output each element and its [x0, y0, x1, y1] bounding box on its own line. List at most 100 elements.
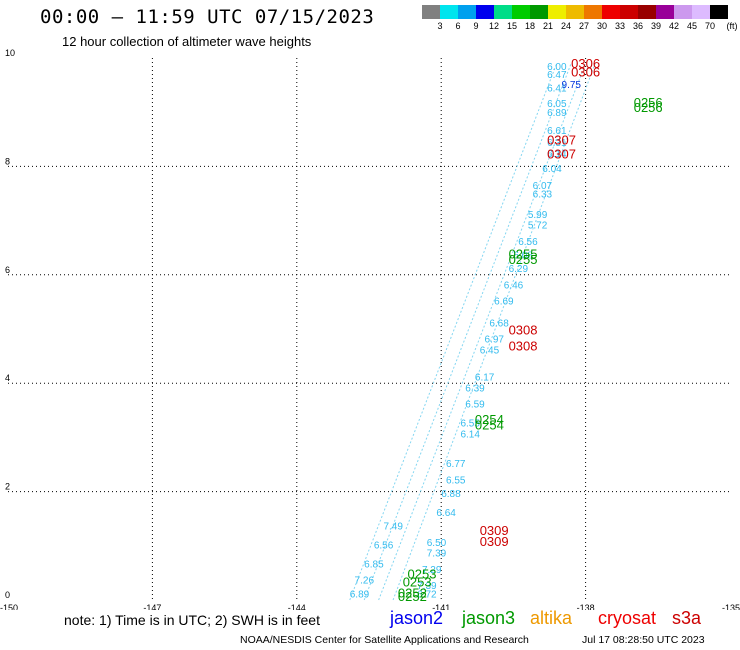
wave-height-value: 7.39 [417, 581, 437, 592]
track-line [363, 63, 572, 601]
color-swatch [440, 5, 458, 19]
wave-height-value: 6.14 [460, 429, 480, 440]
pass-label: 0256 [634, 95, 663, 110]
wave-height-value: 6.72 [417, 589, 437, 600]
legend-jason2: jason2 [390, 608, 444, 628]
color-legend-tick: 36 [632, 21, 644, 31]
wave-height-value: 6.14 [547, 149, 567, 160]
pass-label: 0309 [480, 523, 509, 538]
wave-height-value: 6.55 [446, 475, 466, 486]
generated-timestamp: Jul 17 08:28:50 UTC 2023 [582, 634, 705, 646]
wave-height-value: 6.17 [475, 372, 495, 383]
wave-height-value: 6.89 [350, 589, 370, 600]
pass-label: 0253 [408, 566, 437, 581]
wave-height-value: 6.61 [547, 126, 567, 137]
color-swatch [710, 5, 728, 19]
wave-height-value: 6.50 [427, 538, 447, 549]
color-legend-ticks: 3 6 9 12 15 18 21 24 27 30 33 36 39 42 45 70 (ft) [422, 21, 740, 35]
wave-height-value: 9.75 [562, 80, 582, 91]
chart-subtitle: 12 hour collection of altimeter wave hei… [62, 34, 312, 49]
color-swatch [476, 5, 494, 19]
pass-label: 0309 [480, 534, 509, 549]
color-swatch [530, 5, 548, 19]
color-swatch [458, 5, 476, 19]
pass-label: 0256 [634, 100, 663, 115]
color-legend-unit: (ft) [726, 21, 738, 31]
color-legend-tick: 15 [506, 21, 518, 31]
color-swatch [692, 5, 710, 19]
color-legend-tick: 18 [524, 21, 536, 31]
y-tick-label: 0 [5, 590, 10, 600]
legend-jason3: jason3 [462, 608, 516, 628]
color-swatch [494, 5, 512, 19]
x-tick-label: -144 [288, 603, 306, 610]
color-legend-tick: 9 [473, 21, 479, 31]
wave-height-value: 6.07 [533, 181, 553, 192]
y-tick-label: 8 [5, 156, 10, 166]
pass-label: 0254 [475, 412, 504, 427]
wave-height-value: 6.47 [547, 70, 567, 81]
pass-label: 0308 [509, 339, 538, 354]
wave-height-value: 6.97 [485, 335, 505, 346]
wave-height-value: 6.05 [547, 99, 567, 110]
legend-altika: altika [530, 608, 573, 628]
wave-height-value: 6.68 [489, 318, 509, 329]
x-tick-label: -141 [432, 603, 450, 610]
color-swatch [512, 5, 530, 19]
color-swatch [674, 5, 692, 19]
wave-height-value: 6.59 [465, 400, 485, 411]
wave-height-value: 6.56 [518, 237, 538, 248]
wave-height-value: 6.04 [542, 164, 562, 175]
footer-note: note: 1) Time is in UTC; 2) SWH is in fe… [64, 612, 320, 628]
track-line [392, 63, 596, 601]
color-legend-tick: 21 [542, 21, 554, 31]
pass-label: 0306 [571, 56, 600, 71]
color-legend [422, 5, 728, 19]
pass-label: 0307 [547, 133, 576, 148]
legend-s3a: s3a [672, 608, 702, 628]
y-tick-label: 4 [5, 373, 10, 383]
color-legend-tick: 24 [560, 21, 572, 31]
wave-height-value: 6.89 [547, 108, 567, 119]
color-legend-tick: 6 [455, 21, 461, 31]
x-tick-label: -135 [722, 603, 740, 610]
wave-height-value: 7.49 [383, 522, 403, 533]
color-swatch [422, 5, 440, 19]
color-legend-tick: 33 [614, 21, 626, 31]
x-tick-label: -150 [0, 603, 18, 610]
pass-label: 0252 [398, 585, 427, 600]
wave-height-value: 6.69 [494, 297, 514, 308]
color-legend-tick: 12 [488, 21, 500, 31]
color-legend-tick: 30 [596, 21, 608, 31]
color-swatch [620, 5, 638, 19]
wave-height-value: 6.46 [504, 280, 524, 291]
wave-height-value: 7.39 [427, 549, 447, 560]
pass-label: 0255 [509, 247, 538, 262]
wave-height-value: 6.00 [547, 62, 567, 73]
pass-label: 0307 [547, 146, 576, 161]
y-tick-label: 2 [5, 482, 10, 492]
wave-height-value: 6.39 [465, 383, 485, 394]
color-legend-tick: 27 [578, 21, 590, 31]
wave-height-value: 6.45 [480, 345, 500, 356]
y-tick-label: 10 [5, 48, 15, 58]
wave-height-value: 6.85 [364, 559, 384, 570]
pass-label: 0253 [403, 574, 432, 589]
y-tick-label: 6 [5, 265, 10, 275]
pass-label: 0308 [509, 322, 538, 337]
wave-height-value: 6.31 [547, 138, 567, 149]
wave-height-value: 5.72 [528, 221, 548, 232]
color-legend-tick: 45 [686, 21, 698, 31]
x-tick-label: -147 [143, 603, 161, 610]
color-legend-tick: 70 [704, 21, 716, 31]
color-swatch [656, 5, 674, 19]
color-legend-tick: 39 [650, 21, 662, 31]
color-legend-tick: 3 [437, 21, 443, 31]
color-swatch [584, 5, 602, 19]
wave-height-value: 7.26 [355, 576, 375, 587]
wave-height-value: 6.55 [460, 419, 480, 430]
wave-height-value: 6.33 [533, 189, 553, 200]
color-legend-tick: 42 [668, 21, 680, 31]
chart-title: 00:00 – 11:59 UTC 07/15/2023 [40, 6, 375, 28]
wave-height-value: 6.64 [436, 508, 456, 519]
